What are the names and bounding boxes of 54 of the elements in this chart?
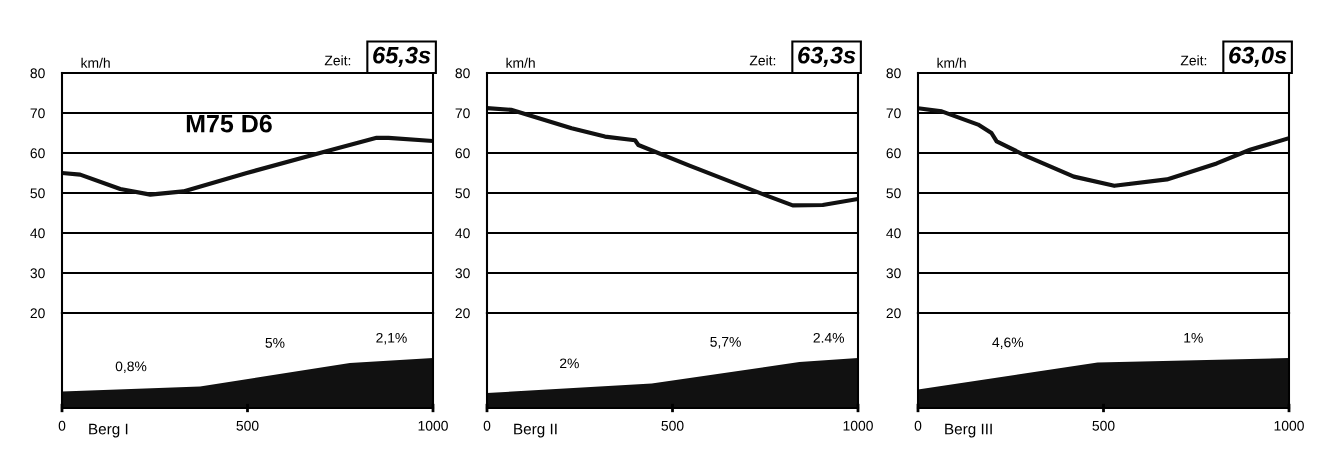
x-tick-label: 500: [661, 420, 684, 431]
y-tick-label: 70: [30, 108, 45, 119]
y-tick-label: 40: [455, 228, 470, 239]
y-tick-label: 30: [455, 268, 470, 279]
y-tick-label: 30: [30, 268, 45, 279]
y-tick-label: 20: [886, 308, 901, 319]
x-tick-label: 500: [236, 420, 259, 431]
x-tick-label: 1000: [1274, 420, 1304, 431]
text: 63,0s: [1229, 46, 1287, 67]
text: Zeit:: [1180, 55, 1207, 66]
text: 2,1%: [376, 332, 407, 345]
line-series: [62, 135, 433, 197]
y-axis-title: km/h: [506, 57, 535, 68]
x-axis-title: Berg II: [514, 423, 557, 438]
y-tick-label: 60: [886, 148, 901, 159]
text: 65,3s: [373, 46, 431, 67]
y-tick-label: 70: [886, 108, 901, 119]
text: 1%: [1184, 332, 1203, 343]
x-axis-title: Berg I: [89, 423, 128, 438]
text: 5,7%: [710, 336, 741, 349]
x-tick-label: 0: [483, 420, 491, 431]
y-tick-label: 20: [30, 308, 45, 319]
y-tick-label: 20: [455, 308, 470, 319]
text: 4,6%: [992, 337, 1024, 349]
text: 5%: [265, 337, 285, 348]
x-axis-title: Berg III: [945, 423, 992, 438]
text: 63,3s: [798, 46, 856, 67]
annotation: 2%: [560, 358, 579, 369]
y-axis-title: km/h: [81, 57, 110, 68]
y-tick-label: 40: [30, 228, 45, 239]
y-tick-label: 60: [30, 148, 45, 159]
y-tick-label: 80: [30, 68, 45, 79]
y-tick-label: 50: [30, 188, 45, 199]
y-tick-label: 70: [455, 108, 470, 119]
line-series: [918, 106, 1289, 188]
annotation: M75 D6: [186, 114, 272, 133]
y-tick-label: 40: [886, 228, 901, 239]
y-tick-label: 50: [455, 188, 470, 199]
y-tick-label: 50: [886, 188, 901, 199]
y-axis-title: km/h: [937, 57, 966, 68]
x-tick-label: 0: [58, 420, 66, 431]
text: Zeit:: [749, 55, 776, 66]
line-series: [487, 106, 858, 208]
x-tick-label: 0: [914, 420, 922, 431]
x-tick-label: 1000: [843, 420, 873, 431]
x-tick-label: 500: [1092, 420, 1115, 431]
annotation: 0,8%: [115, 361, 147, 373]
y-tick-label: 60: [455, 148, 470, 159]
x-tick-label: 1000: [418, 420, 448, 431]
y-tick-label: 80: [455, 68, 470, 79]
text: 2.4%: [813, 332, 845, 343]
y-tick-label: 80: [886, 68, 901, 79]
text: Zeit:: [324, 55, 351, 66]
y-tick-label: 30: [886, 268, 901, 279]
